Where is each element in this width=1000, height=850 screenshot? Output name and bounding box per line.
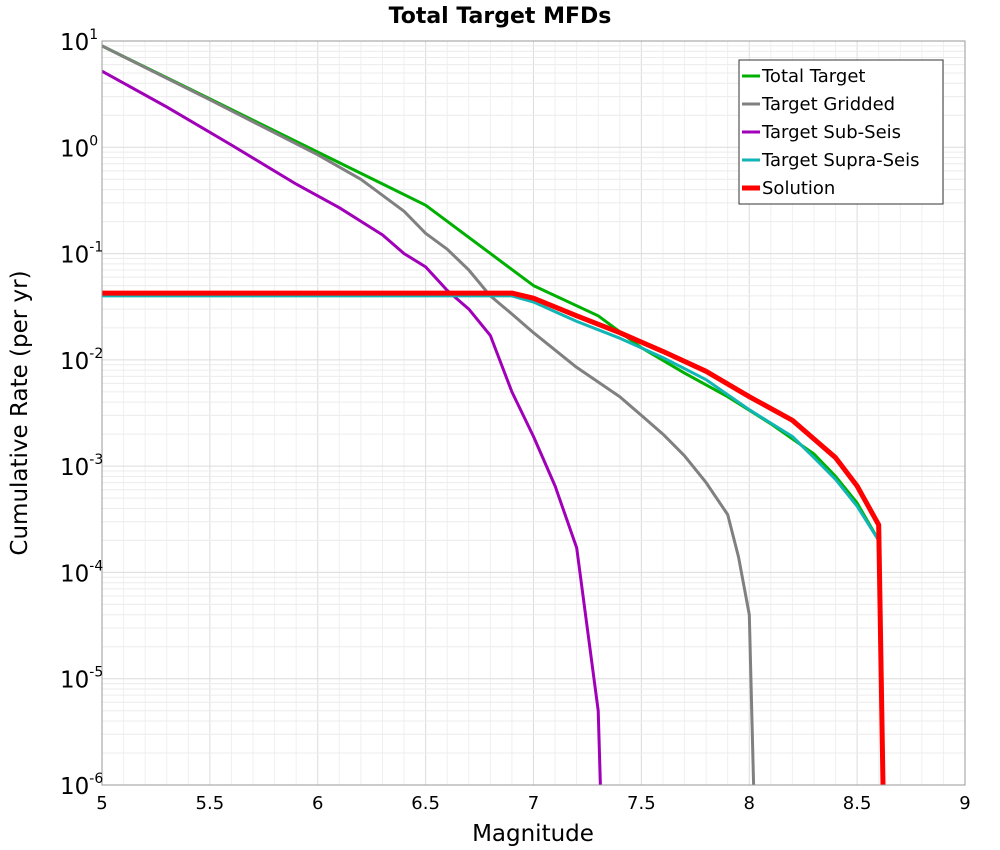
x-tick-label: 8 (744, 793, 755, 814)
series-lines (101, 44, 886, 786)
series-line (101, 44, 880, 542)
series-line (101, 44, 756, 786)
legend-label: Target Sub-Seis (761, 122, 901, 143)
x-tick-label: 6.5 (411, 793, 440, 814)
x-tick-label: 5.5 (196, 793, 225, 814)
chart-title: Total Target MFDs (389, 4, 612, 29)
y-tick-label: 100 (60, 133, 98, 162)
series-line (102, 294, 880, 542)
y-tick-label: 10-1 (60, 240, 103, 269)
series-line (101, 69, 602, 786)
y-tick-labels: 101 100 10-1 10-2 10-3 10-4 10-5 10-6 (60, 27, 103, 800)
x-tick-label: 5 (96, 793, 107, 814)
legend-label: Target Gridded (761, 94, 895, 115)
plot-frame (101, 40, 966, 786)
legend-label: Solution (762, 178, 835, 199)
grid-lines (101, 41, 966, 786)
y-tick-label: 10-3 (60, 452, 103, 481)
legend-label: Target Supra-Seis (761, 150, 919, 171)
legend: Total Target Target Gridded Target Sub-Sei… (738, 59, 944, 205)
x-tick-label: 9 (959, 793, 970, 814)
legend-label: Total Target (761, 66, 865, 87)
y-tick-label: 101 (60, 27, 98, 56)
x-tick-label: 6 (312, 793, 323, 814)
y-axis-label: Cumulative Rate (per yr) (7, 270, 33, 555)
x-tick-labels: 5 5.5 6 6.5 7 7.5 8 8.5 9 (96, 793, 970, 814)
series-line (102, 290, 886, 786)
x-tick-label: 8.5 (843, 793, 872, 814)
y-tick-label: 10-5 (60, 665, 103, 694)
y-tick-label: 10-6 (60, 771, 103, 800)
legend-box (738, 59, 944, 205)
y-tick-label: 10-4 (60, 558, 103, 587)
x-tick-label: 7 (528, 793, 539, 814)
y-tick-label: 10-2 (60, 346, 103, 375)
x-tick-label: 7.5 (627, 793, 656, 814)
x-axis-label: Magnitude (472, 821, 594, 847)
